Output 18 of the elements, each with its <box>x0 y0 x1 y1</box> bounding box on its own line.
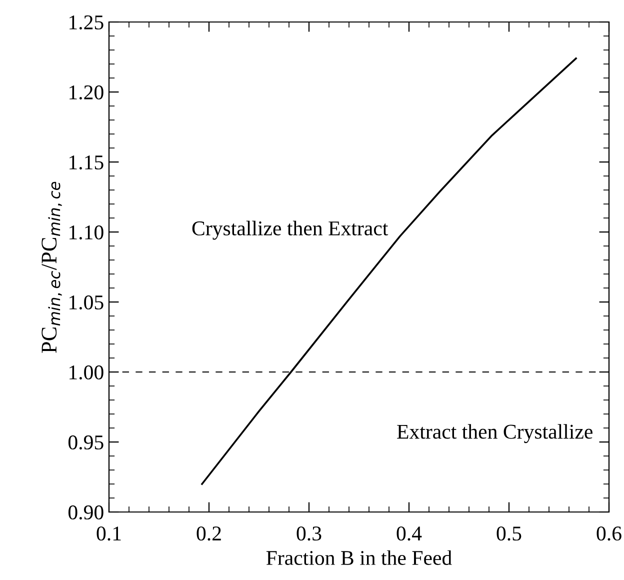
x-tick-label: 0.5 <box>496 526 522 541</box>
x-tick-label: 0.2 <box>196 526 221 541</box>
y-tick-label: 1.10 <box>70 225 104 240</box>
x-tick-label: 0.3 <box>296 526 322 541</box>
x-tick-label: 0.6 <box>596 526 622 541</box>
y-tick-label: 1.25 <box>70 15 104 30</box>
y-tick-label: 1.00 <box>70 365 104 380</box>
x-axis-title: Fraction B in the Feed <box>266 550 452 565</box>
x-tick-label: 0.1 <box>96 526 121 541</box>
y-axis-title: PC$_{min,ec}$/PC$_{min,ce}$ <box>42 182 62 353</box>
annotation: Extract then Crystallize <box>397 424 592 444</box>
annotation: Crystallize then Extract <box>192 220 388 240</box>
y-tick-label: 1.05 <box>70 295 104 310</box>
y-tick-label: 0.90 <box>68 505 104 520</box>
x-tick-label: 0.4 <box>396 526 422 541</box>
y-tick-label: 1.20 <box>70 85 104 100</box>
y-tick-label: 0.95 <box>68 435 104 450</box>
y-tick-label: 1.15 <box>70 155 104 170</box>
